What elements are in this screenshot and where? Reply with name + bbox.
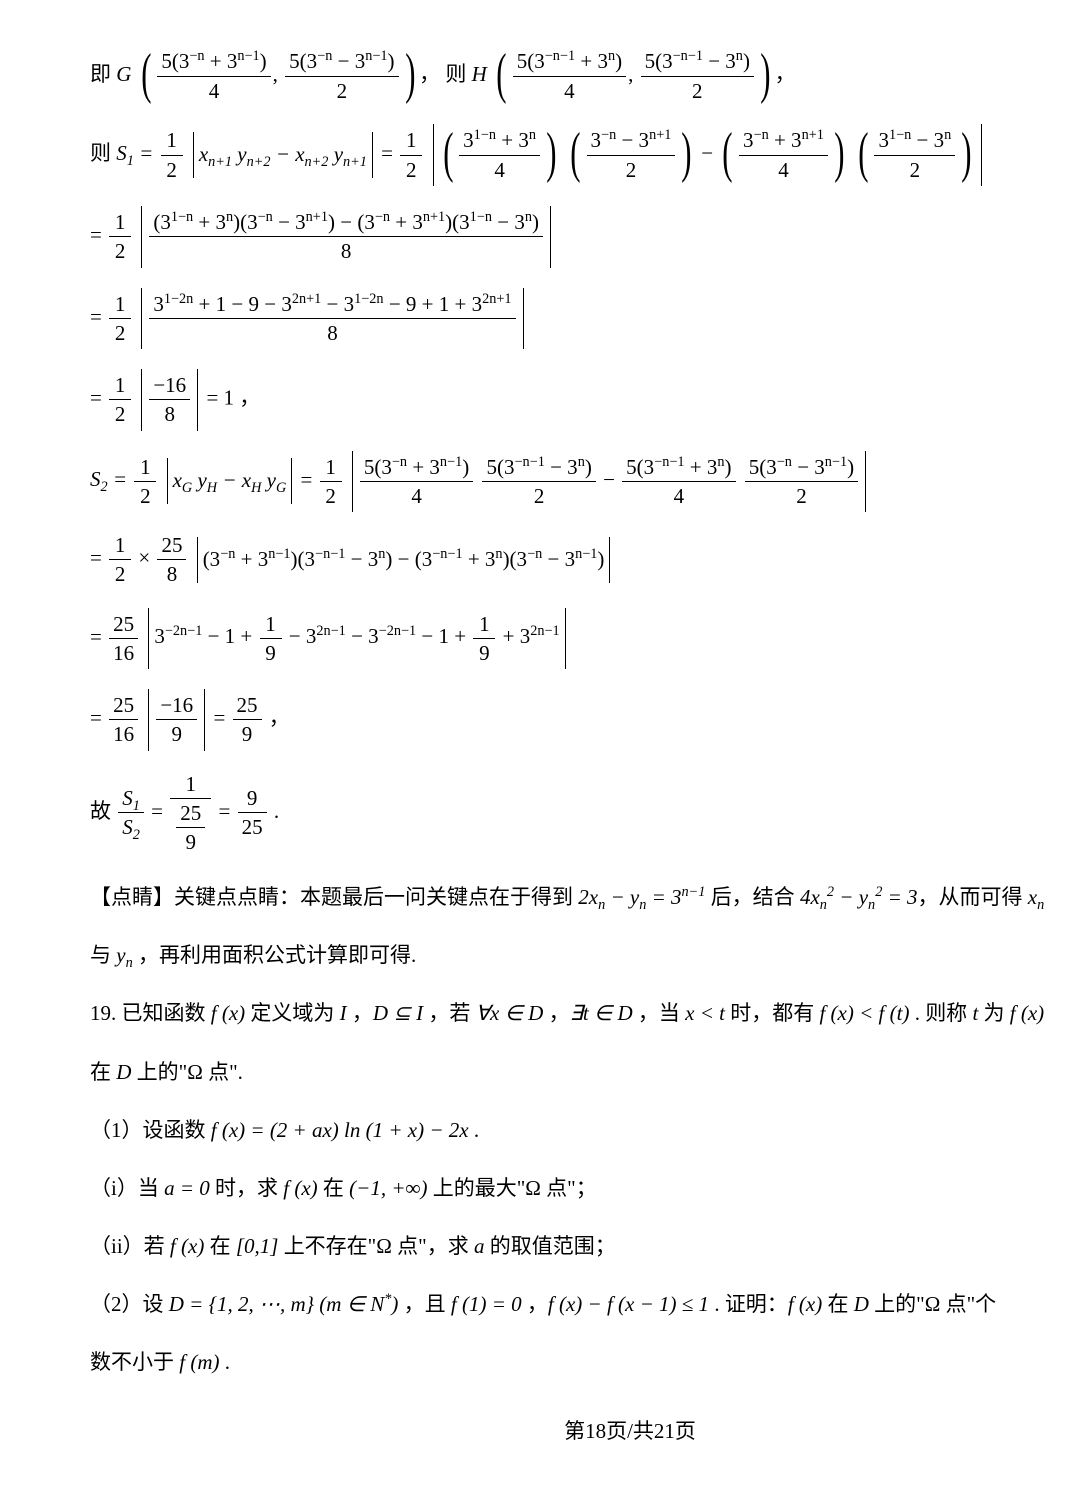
eq-s2-a: S2 = 12 xG yH − xH yG = 12 5(3−n + 3n−1)…: [90, 451, 1080, 513]
eq-s2-c: = 2516 3−2n−1 − 1 + 19 − 32n−1 − 3−2n−1 …: [90, 608, 1080, 670]
eq-s1-b: = 12 (31−n + 3n)(3−n − 3n+1) − (3−n + 3n…: [90, 206, 1080, 268]
eq-s1-d: = 12 −168 = 1 ，: [90, 369, 1080, 431]
eq-s1-a: 则 S1 = 12 xn+1 yn+2 − xn+2 yn+1 = 12 (31…: [90, 124, 1080, 186]
eq-s2-b: = 12 × 258 (3−n + 3n−1)(3−n−1 − 3n) − (3…: [90, 532, 1080, 588]
dianjing: 【点睛】关键点点睛：本题最后一问关键点在于得到 2xn − yn = 3n−1 …: [90, 875, 1080, 919]
p19-1: （1）设函数 f (x) = (2 + ax) ln (1 + x) − 2x …: [90, 1108, 1080, 1152]
eq-g-h: 即 G (5(3−n + 3n−1)4, 5(3−n − 3n−1)2)， 则 …: [90, 48, 1080, 104]
eq-s1-c: = 12 31−2n + 1 − 9 − 32n+1 − 31−2n − 9 +…: [90, 288, 1080, 350]
p19-2: （2）设 D = {1, 2, ⋯, m} (m ∈ N*) ，且 f (1) …: [90, 1282, 1080, 1326]
p19-stem: 19. 已知函数 f (x) 定义域为 I ，D ⊆ I ，若 ∀x ∈ D ，…: [90, 991, 1080, 1035]
dianjing-2: 与 yn ，再利用面积公式计算即可得.: [90, 933, 1080, 977]
p19-2b: 数不小于 f (m) .: [90, 1340, 1080, 1384]
p19-1i: （i）当 a = 0 时，求 f (x) 在 (−1, +∞) 上的最大"Ω 点…: [90, 1166, 1080, 1210]
eq-s2-d: = 2516 −169 = 259 ，: [90, 689, 1080, 751]
p19-stem-2: 在 D 上的"Ω 点".: [90, 1050, 1080, 1094]
eq-ratio: 故 S1S2 = 1259 = 925 .: [90, 771, 1080, 856]
page-footer: 第18页/共21页: [90, 1412, 1080, 1452]
p19-1ii: （ii）若 f (x) 在 [0,1] 上不存在"Ω 点"，求 a 的取值范围；: [90, 1224, 1080, 1268]
